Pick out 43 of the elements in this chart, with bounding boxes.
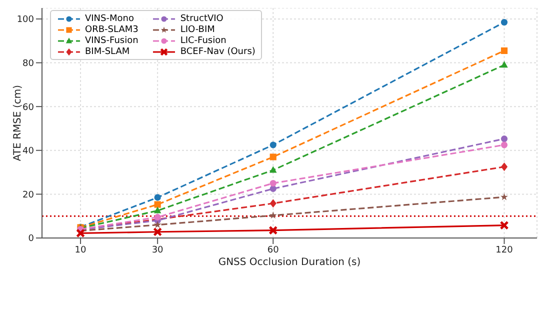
x-tick-label: 60 bbox=[267, 245, 280, 256]
legend-label: LIO-BIM bbox=[180, 24, 215, 34]
legend-label: BCEF-Nav (Ours) bbox=[180, 46, 256, 56]
legend-label: BIM-SLAM bbox=[85, 46, 130, 56]
point bbox=[154, 201, 161, 208]
x-tick-label: 30 bbox=[152, 245, 164, 256]
y-tick-label: 100 bbox=[16, 15, 34, 26]
point bbox=[154, 206, 162, 214]
point bbox=[270, 154, 276, 160]
point bbox=[269, 211, 277, 219]
point bbox=[154, 214, 161, 220]
legend-label: LIC-Fusion bbox=[180, 36, 226, 46]
y-tick-label: 40 bbox=[22, 146, 34, 157]
point bbox=[500, 135, 508, 142]
point bbox=[500, 162, 508, 172]
point bbox=[270, 166, 277, 173]
point bbox=[500, 220, 509, 230]
point bbox=[500, 47, 508, 54]
point bbox=[500, 142, 508, 148]
legend-label: VINS-Mono bbox=[85, 14, 134, 24]
legend-label: ORB-SLAM3 bbox=[85, 24, 138, 34]
point bbox=[153, 227, 162, 236]
legend-label: VINS-Fusion bbox=[85, 36, 138, 46]
point bbox=[270, 142, 276, 148]
y-tick-label: 0 bbox=[28, 234, 34, 244]
point bbox=[500, 18, 508, 26]
point bbox=[500, 193, 508, 200]
x-axis-title: GNSS Occlusion Duration (s) bbox=[218, 257, 361, 268]
point bbox=[270, 185, 276, 192]
y-tick-label: 80 bbox=[22, 58, 34, 69]
point bbox=[268, 226, 278, 235]
y-tick-label: 20 bbox=[22, 190, 34, 200]
point bbox=[154, 194, 161, 201]
point bbox=[154, 220, 162, 228]
y-axis-title: ATE RMSE (cm) bbox=[12, 84, 24, 162]
x-tick-label: 10 bbox=[74, 245, 87, 256]
legend-label: StructVIO bbox=[180, 14, 224, 24]
point bbox=[76, 228, 86, 238]
point bbox=[270, 180, 276, 187]
point bbox=[500, 60, 508, 68]
y-tick-label: 60 bbox=[22, 102, 34, 113]
point bbox=[270, 199, 276, 208]
x-tick-label: 120 bbox=[496, 245, 514, 256]
